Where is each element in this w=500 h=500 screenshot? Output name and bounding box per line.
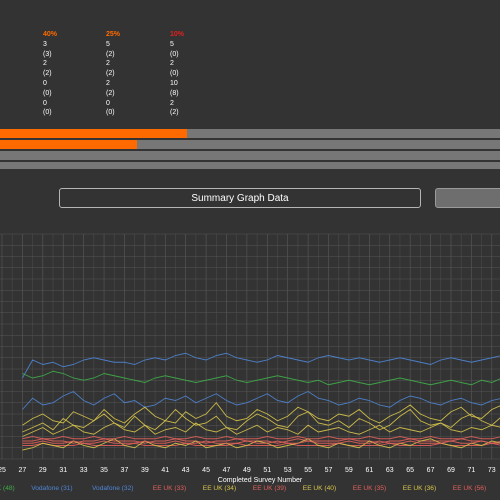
- stats-column-25: 25% 5 (2) 2 (2) 2 (2) 0 (0): [106, 30, 120, 118]
- progress-bar: [0, 151, 500, 160]
- series-line-5: [22, 442, 500, 446]
- legend-entry: EE UK (33): [153, 485, 186, 492]
- x-tick-label: 71: [467, 467, 475, 474]
- legend-entry: Vodafone (32): [92, 485, 133, 492]
- x-tick-label: 67: [427, 467, 435, 474]
- progress-bar: [0, 129, 500, 138]
- legend-entry: EE UK (39): [253, 485, 286, 492]
- survey-line-chart: 25 27 29 31 33 35 37 39 41 43 45 47 49 51 53 55 57 59 61 63…: [0, 233, 500, 492]
- stats-column-10: 10% 5 (0) 2 (0) 10 (8) 2 (2): [170, 30, 184, 118]
- legend-entry: EE UK (35): [353, 485, 386, 492]
- series-line-8: [22, 402, 500, 426]
- stats-cell: 0 (0): [43, 99, 52, 117]
- x-tick-label: 59: [345, 467, 353, 474]
- x-tick-label: 57: [325, 467, 333, 474]
- series-line-7: [22, 436, 500, 440]
- x-tick-label: 37: [121, 467, 129, 474]
- x-tick-label: 41: [161, 467, 169, 474]
- legend-entry: Vodafone (31): [31, 485, 72, 492]
- stats-header: 25%: [106, 31, 121, 38]
- series-line-10: [22, 422, 500, 437]
- stats-cell: 10 (8): [170, 79, 179, 97]
- x-tick-label: 49: [243, 467, 251, 474]
- series-line-1: [22, 390, 500, 410]
- stats-cell: 2 (2): [170, 99, 179, 117]
- series-line-4: [22, 408, 500, 433]
- stats-header: 10%: [170, 31, 185, 38]
- series-line-9: [22, 440, 500, 444]
- legend-entry: EE UK (56): [453, 485, 486, 492]
- x-tick-label: 25: [0, 467, 6, 474]
- secondary-button[interactable]: [435, 188, 500, 208]
- x-tick-label: 43: [182, 467, 190, 474]
- x-tick-label: 33: [80, 467, 88, 474]
- stats-cell: 0 (0): [43, 79, 52, 97]
- progress-bar: [0, 140, 500, 149]
- progress-fill: [0, 129, 187, 138]
- stats-cell: 5 (2): [106, 40, 115, 58]
- x-axis-title: Completed Survey Number: [218, 477, 303, 484]
- stats-cell: 2 (2): [43, 60, 52, 78]
- x-tick-label: 63: [386, 467, 394, 474]
- progress-fill: [0, 140, 137, 149]
- x-tick-label: 65: [406, 467, 414, 474]
- legend-entry: UK (48): [0, 485, 15, 492]
- stats-cell: 5 (0): [170, 40, 179, 58]
- x-tick-label: 53: [284, 467, 292, 474]
- stats-cell: 0 (0): [106, 99, 115, 117]
- x-tick-label: 35: [100, 467, 108, 474]
- x-tick-label: 73: [488, 467, 496, 474]
- legend-entry: EE UK (40): [303, 485, 336, 492]
- x-tick-label: 39: [141, 467, 149, 474]
- summary-graph-data-button[interactable]: Summary Graph Data: [59, 188, 421, 208]
- stats-cell: 2 (2): [106, 60, 115, 78]
- series-line-6: [22, 438, 500, 451]
- series-line-0: [22, 352, 500, 379]
- progress-bar: [0, 162, 500, 169]
- x-tick-label: 27: [19, 467, 27, 474]
- stats-cell: 2 (0): [170, 60, 179, 78]
- stats-cell: 2 (2): [106, 79, 115, 97]
- x-tick-label: 69: [447, 467, 455, 474]
- series-line-2: [22, 370, 500, 386]
- legend-entry: EE UK (36): [403, 485, 436, 492]
- x-tick-label: 51: [263, 467, 271, 474]
- legend-entry: EE UK (34): [203, 485, 236, 492]
- x-tick-label: 55: [304, 467, 312, 474]
- x-tick-label: 29: [39, 467, 47, 474]
- x-tick-label: 31: [59, 467, 67, 474]
- stats-cell: 3 (3): [43, 40, 52, 58]
- x-tick-label: 47: [223, 467, 231, 474]
- x-tick-label: 61: [365, 467, 373, 474]
- x-tick-label: 45: [202, 467, 210, 474]
- stats-column-40: 40% 3 (3) 2 (2) 0 (0) 0 (0): [43, 30, 57, 118]
- stats-header: 40%: [43, 31, 58, 38]
